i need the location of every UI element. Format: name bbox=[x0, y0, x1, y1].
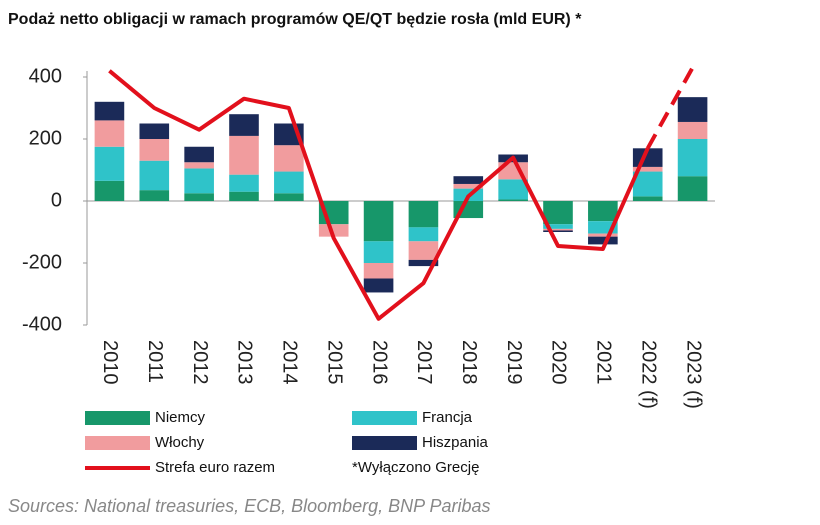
bar bbox=[677, 139, 708, 177]
bar bbox=[408, 241, 439, 260]
bar bbox=[588, 201, 618, 222]
bar bbox=[543, 230, 573, 232]
bar bbox=[139, 139, 170, 161]
bar bbox=[632, 196, 663, 201]
chart-title: Podaż netto obligacji w ramach programów… bbox=[8, 11, 582, 28]
bar bbox=[184, 146, 214, 163]
bar bbox=[229, 174, 259, 192]
line bbox=[108, 69, 650, 321]
x-tick-label: 2023 (f) bbox=[682, 340, 704, 409]
bar bbox=[363, 201, 394, 242]
bar bbox=[498, 199, 528, 201]
y-tick-label: 200 bbox=[29, 127, 62, 149]
bar bbox=[408, 259, 439, 267]
bar bbox=[139, 190, 170, 201]
x-tick-label: 2022 (f) bbox=[637, 340, 659, 409]
bar bbox=[184, 193, 214, 201]
x-tick-label: 2017 bbox=[413, 340, 435, 385]
bar bbox=[677, 121, 708, 139]
bar bbox=[139, 123, 170, 139]
legend-swatch bbox=[352, 411, 417, 425]
bar bbox=[677, 97, 708, 122]
bar bbox=[94, 101, 125, 121]
bar bbox=[588, 233, 618, 237]
legend-label: Francja bbox=[422, 409, 473, 426]
x-tick-label: 2011 bbox=[144, 340, 166, 383]
x-tick-label: 2015 bbox=[323, 340, 345, 385]
x-tick-label: 2020 bbox=[548, 340, 570, 385]
bar bbox=[94, 146, 125, 181]
bar bbox=[274, 193, 304, 201]
bar bbox=[229, 191, 259, 201]
legend-label: Strefa euro razem bbox=[155, 459, 275, 476]
bar bbox=[677, 176, 708, 201]
bar bbox=[94, 120, 125, 147]
legend-label: Hiszpania bbox=[422, 434, 489, 451]
line bbox=[645, 66, 695, 150]
bar bbox=[408, 227, 439, 242]
legend-label: Niemcy bbox=[155, 409, 206, 426]
bar bbox=[184, 168, 214, 194]
bar bbox=[363, 241, 394, 263]
y-tick-label: 400 bbox=[29, 65, 62, 87]
bar bbox=[363, 278, 394, 293]
bar bbox=[632, 166, 663, 172]
y-tick-label: -400 bbox=[22, 313, 62, 335]
x-tick-label: 2013 bbox=[234, 340, 256, 385]
bar bbox=[184, 162, 214, 169]
x-tick-label: 2018 bbox=[458, 340, 480, 385]
note: *Wyłączono Grecję bbox=[352, 459, 479, 476]
bar bbox=[543, 228, 573, 231]
bar bbox=[274, 171, 304, 194]
bar bbox=[408, 201, 439, 228]
bar bbox=[363, 263, 394, 279]
bar bbox=[229, 135, 259, 175]
y-tick-label: 0 bbox=[51, 189, 62, 211]
x-tick-label: 2019 bbox=[503, 340, 525, 385]
source: Sources: National treasuries, ECB, Bloom… bbox=[8, 496, 491, 516]
x-tick-label: 2016 bbox=[368, 340, 390, 385]
bar bbox=[588, 236, 618, 245]
legend-swatch bbox=[85, 436, 150, 450]
bar bbox=[139, 160, 170, 191]
bar bbox=[453, 176, 484, 184]
bar bbox=[318, 224, 349, 237]
x-tick-label: 2010 bbox=[99, 340, 121, 385]
bar bbox=[543, 224, 573, 229]
legend-swatch bbox=[85, 411, 150, 425]
bar bbox=[274, 145, 304, 172]
legend-label: Włochy bbox=[155, 434, 205, 451]
bar bbox=[453, 183, 484, 189]
y-tick-label: -200 bbox=[22, 251, 62, 273]
x-tick-label: 2021 bbox=[593, 340, 615, 385]
bar bbox=[632, 171, 663, 197]
x-tick-label: 2012 bbox=[189, 340, 211, 385]
bar bbox=[543, 201, 573, 225]
bar bbox=[229, 114, 259, 136]
legend-swatch bbox=[352, 436, 417, 450]
bar bbox=[94, 180, 125, 201]
x-tick-label: 2014 bbox=[279, 340, 301, 385]
bar bbox=[498, 179, 528, 200]
